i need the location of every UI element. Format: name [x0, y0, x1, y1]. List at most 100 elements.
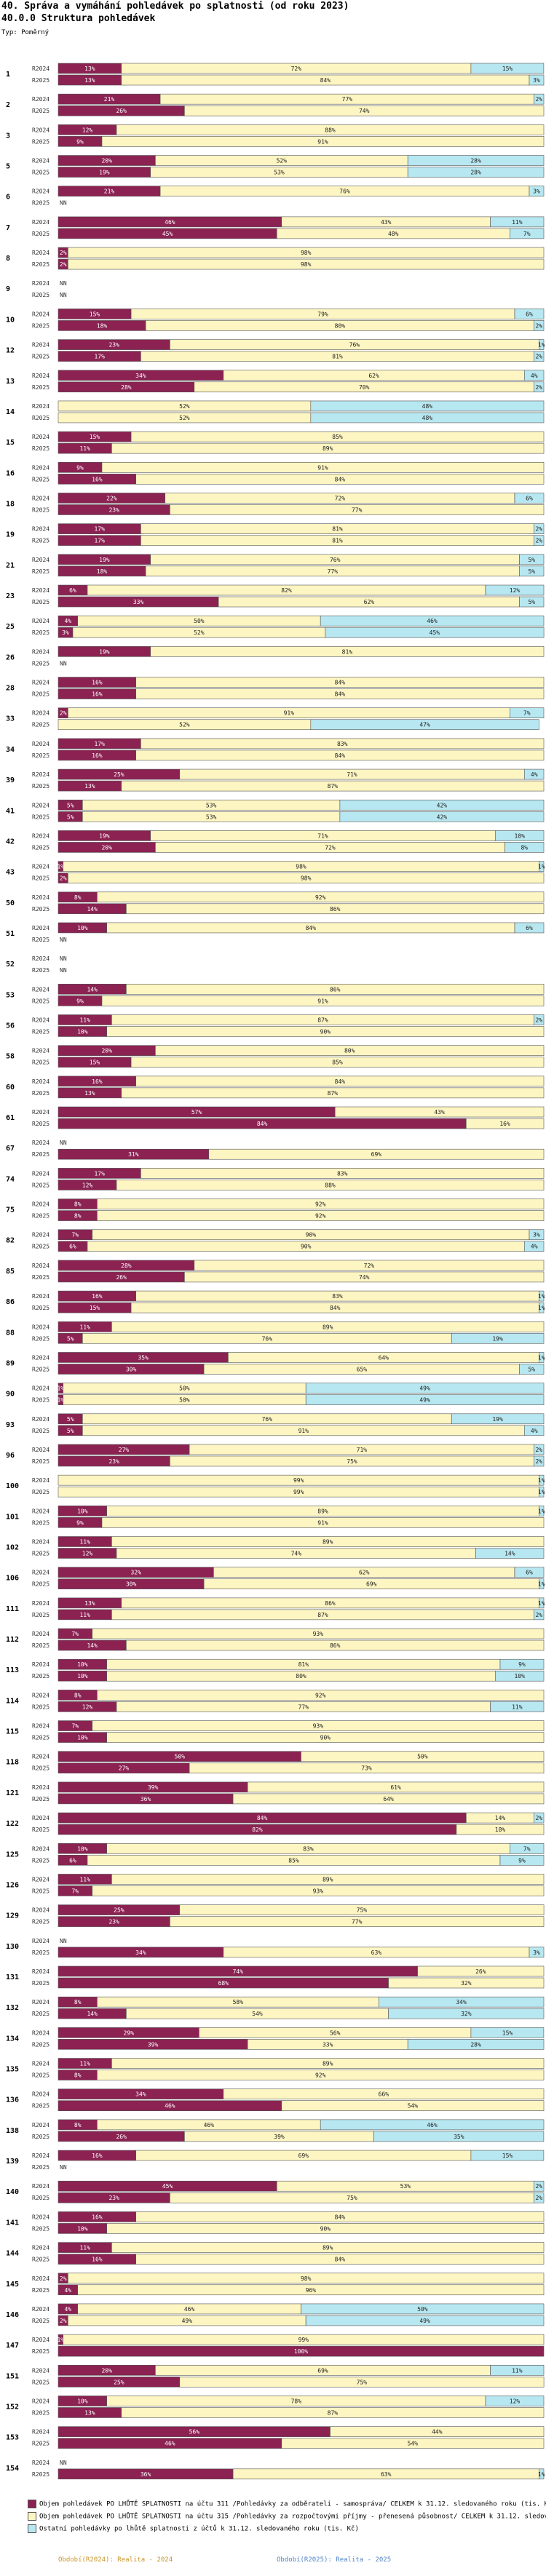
group-label: 129 [6, 1912, 19, 1920]
bar-segment [334, 1106, 545, 1118]
data-label: 16% [92, 752, 103, 759]
page-subtitle: 40.0.0 Struktura pohledávek [1, 13, 156, 24]
data-label: 8% [74, 1999, 82, 2005]
data-label: 52% [179, 415, 190, 421]
group-label: 10 [6, 316, 15, 324]
data-label: 26% [116, 108, 127, 114]
data-label: 10% [77, 1735, 88, 1741]
group-label: 101 [6, 1513, 19, 1521]
data-label: 87% [328, 783, 339, 790]
bar-segment [111, 2058, 545, 2069]
group-label: 19 [6, 531, 15, 539]
bar-segment [534, 523, 545, 534]
data-label: 5% [67, 1428, 74, 1434]
bar-segment [494, 1670, 545, 1682]
period-label: R2025 [32, 1151, 50, 1158]
data-label: 34% [135, 373, 146, 379]
data-label: 87% [328, 2409, 339, 2416]
bar-segment [330, 2426, 545, 2437]
group-label: 126 [6, 1881, 19, 1889]
bar-segment [150, 646, 545, 657]
data-label: 48% [388, 231, 399, 237]
period-label: R2025 [32, 814, 50, 820]
data-label: 34% [135, 1949, 146, 1956]
period-label: R2025 [32, 476, 50, 482]
data-label: 10% [77, 2225, 88, 2232]
period-label: R2025 [32, 783, 50, 790]
bar-segment [68, 258, 545, 270]
no-data-label: NN [60, 967, 67, 974]
bar-segment [490, 216, 545, 228]
data-label: 2% [535, 96, 542, 103]
data-label: 25% [114, 2379, 124, 2385]
data-label: 91% [317, 138, 328, 145]
data-label: 13% [84, 77, 95, 84]
data-label: 15% [502, 2030, 513, 2036]
data-label: 53% [206, 802, 217, 808]
period-label: R2025 [32, 1826, 50, 1833]
data-label: 39% [274, 2134, 285, 2140]
data-label: 12% [82, 1182, 93, 1188]
data-label: 3% [533, 77, 540, 84]
data-label: 4% [64, 2306, 71, 2313]
period-label: R2025 [32, 2195, 50, 2201]
data-label: 91% [284, 710, 295, 717]
period-label: R2024 [32, 587, 50, 594]
data-label: 32% [130, 1570, 141, 1576]
period-label: R2024 [32, 1170, 50, 1177]
data-label: 8% [521, 844, 528, 851]
data-label: 6% [69, 1857, 76, 1864]
group-label: 102 [6, 1544, 19, 1552]
bar-segment [514, 1567, 545, 1578]
data-label: 23% [108, 2195, 119, 2201]
data-label: 50% [175, 1754, 186, 1760]
no-data-label: NN [60, 660, 67, 667]
bar-segment [514, 493, 545, 504]
data-label: 11% [79, 2061, 90, 2067]
legend-swatch-311 [28, 2500, 36, 2508]
period-label: R2025 [32, 1642, 50, 1649]
data-label: 18% [495, 1826, 506, 1833]
legend-label-other: Ostatní pohledávky po lhůtě splatnosti z… [39, 2525, 359, 2533]
bar-segment [310, 400, 545, 412]
data-label: 2% [535, 384, 542, 391]
period-label: R2025 [32, 1857, 50, 1864]
group-label: 51 [6, 930, 15, 938]
data-label: 84% [335, 691, 346, 698]
bar-segment [68, 247, 545, 258]
data-label: 46% [165, 219, 175, 226]
data-label: 15% [502, 2152, 513, 2159]
data-label: 45% [162, 2183, 173, 2190]
data-label: 30% [126, 1581, 137, 1588]
period-label: R2024 [32, 1845, 50, 1852]
group-label: 8 [6, 255, 10, 263]
bar-segment [101, 995, 545, 1006]
group-label: 138 [6, 2127, 19, 2135]
data-label: 83% [337, 1170, 348, 1177]
no-data-label: NN [60, 1140, 67, 1146]
period-label: R2025 [32, 1519, 50, 1526]
period-label: R2024 [32, 2398, 50, 2404]
data-label: 11% [79, 1324, 90, 1330]
period-label: R2024 [32, 1140, 50, 1146]
data-label: 93% [313, 1631, 324, 1637]
data-label: 69% [317, 2367, 328, 2374]
data-label: 72% [335, 495, 346, 501]
period-label: R2025 [32, 2103, 50, 2110]
data-label: 53% [400, 2183, 411, 2190]
data-label: 89% [323, 445, 333, 452]
group-label: 122 [6, 1820, 19, 1828]
period-label: R2024 [32, 2122, 50, 2128]
data-label: 8% [74, 1692, 82, 1698]
period-label: R2025 [32, 2287, 50, 2294]
period-label: R2025 [32, 261, 50, 268]
data-label: 56% [189, 2429, 200, 2436]
bar-segment [301, 1751, 545, 1762]
data-label: 53% [274, 170, 285, 176]
period-label: R2025 [32, 1765, 50, 1772]
period-label: R2024 [32, 2214, 50, 2220]
group-label: 15 [6, 439, 15, 447]
data-label: 54% [252, 2011, 263, 2017]
data-label: 88% [325, 127, 336, 133]
data-label: 4% [64, 2287, 71, 2294]
